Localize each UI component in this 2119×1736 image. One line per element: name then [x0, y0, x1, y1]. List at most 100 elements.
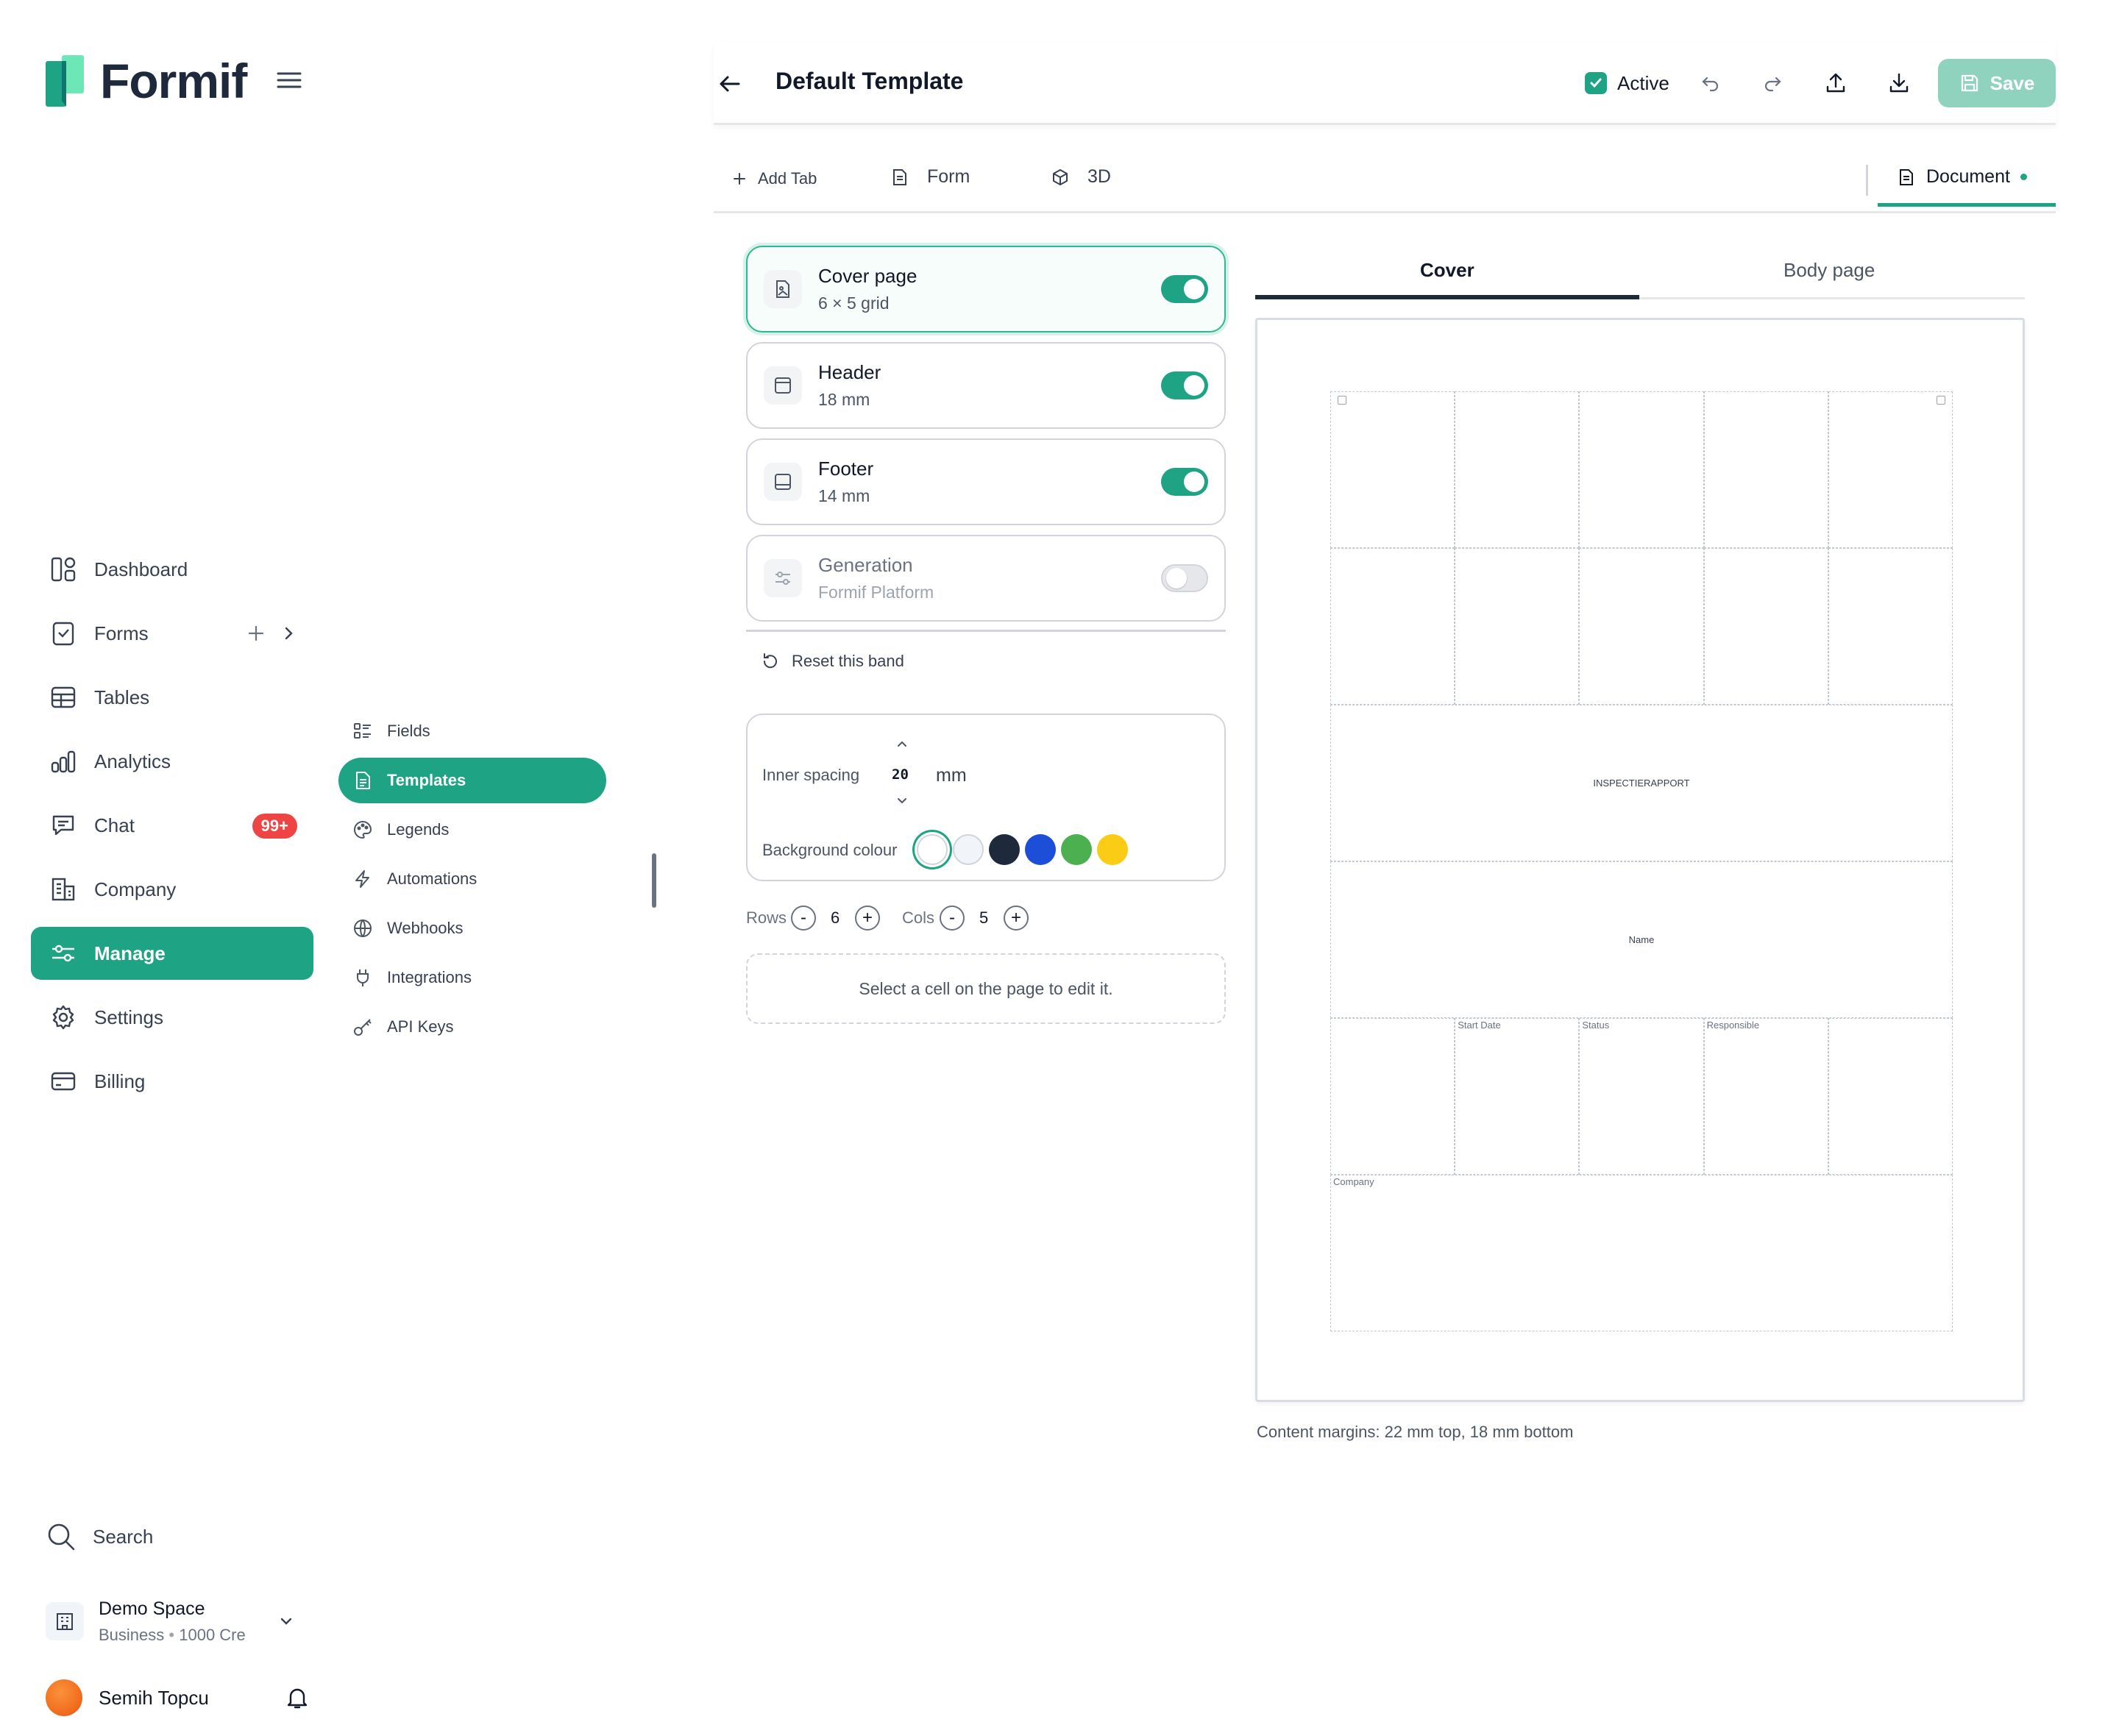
preview-tab-cover[interactable]: Cover [1420, 259, 1474, 281]
chevron-down-icon[interactable] [893, 791, 911, 809]
colour-swatch[interactable] [917, 834, 948, 865]
save-icon [1959, 73, 1980, 93]
generation-toggle[interactable] [1161, 564, 1208, 592]
colour-swatch[interactable] [953, 834, 984, 865]
footer-toggle[interactable] [1161, 468, 1208, 496]
colour-swatch[interactable] [1061, 834, 1092, 865]
arrow-left-icon[interactable] [717, 71, 743, 97]
grid-cell[interactable] [1703, 391, 1828, 548]
band-cover-page[interactable]: Cover page 6 × 5 grid [746, 246, 1226, 332]
avatar [46, 1679, 82, 1716]
cube-icon [1051, 168, 1070, 187]
submenu-item-legends[interactable]: Legends [338, 807, 606, 853]
grid-cell[interactable] [1455, 1018, 1580, 1175]
grid-cell[interactable] [1579, 548, 1704, 705]
undo-icon[interactable] [1697, 69, 1725, 97]
divider [746, 630, 1226, 632]
add-form-icon[interactable] [244, 622, 268, 645]
grid-cell[interactable] [1330, 548, 1455, 705]
cell-edit-hint: Select a cell on the page to edit it. [746, 953, 1226, 1024]
submenu-item-integrations[interactable]: Integrations [338, 955, 606, 1000]
nav-item-settings[interactable]: Settings [31, 991, 313, 1044]
page-title: Default Template [775, 68, 964, 94]
tab-document[interactable]: Document [1897, 166, 2027, 188]
rows-increment-button[interactable]: + [855, 906, 880, 931]
grid-cell[interactable] [1703, 1018, 1828, 1175]
chevron-down-icon[interactable] [277, 1612, 296, 1631]
nav-item-manage[interactable]: Manage [31, 927, 313, 980]
space-switcher[interactable]: Demo Space Business • 1000 Cre [46, 1592, 303, 1651]
nav-item-dashboard[interactable]: Dashboard [31, 543, 313, 596]
grid-cell[interactable] [1828, 391, 1953, 548]
band-footer[interactable]: Footer 14 mm [746, 438, 1226, 525]
grid-cell[interactable] [1828, 548, 1953, 705]
user-profile[interactable]: Semih Topcu [46, 1677, 310, 1718]
save-button[interactable]: Save [1938, 59, 2056, 107]
colour-swatch[interactable] [1025, 834, 1056, 865]
preview-tab-body-page[interactable]: Body page [1783, 259, 1875, 281]
tab-form[interactable]: Form [890, 166, 970, 188]
grid-cell-company[interactable] [1330, 1175, 1953, 1331]
space-name: Demo Space [99, 1598, 205, 1619]
user-name: Semih Topcu [99, 1686, 209, 1709]
cols-increment-button[interactable]: + [1004, 906, 1029, 931]
table-icon [49, 683, 78, 712]
grid-cell[interactable] [1703, 548, 1828, 705]
active-tab-indicator [1878, 203, 2056, 207]
chevron-right-icon[interactable] [277, 622, 300, 645]
colour-swatch[interactable] [1097, 834, 1128, 865]
download-icon[interactable] [1885, 69, 1913, 97]
sidebar-search[interactable]: Search [46, 1521, 153, 1552]
header-toggle[interactable] [1161, 371, 1208, 399]
nav-item-analytics[interactable]: Analytics [31, 735, 313, 788]
grid-cell[interactable] [1579, 1018, 1704, 1175]
image-placeholder-icon [1937, 396, 1945, 405]
grid-cell[interactable] [1455, 391, 1580, 548]
grid-cell[interactable] [1455, 548, 1580, 705]
band-generation[interactable]: Generation Formif Platform [746, 535, 1226, 622]
bell-icon[interactable] [284, 1685, 310, 1711]
chevron-up-icon[interactable] [893, 736, 911, 753]
active-checkbox[interactable] [1585, 72, 1607, 94]
nav-item-company[interactable]: Company [31, 863, 313, 916]
credit-card-icon [49, 1067, 78, 1096]
nav-item-chat[interactable]: Chat 99+ [31, 799, 313, 852]
app-logo[interactable]: Formif [46, 53, 252, 109]
colour-swatch[interactable] [989, 834, 1020, 865]
grid-cell-name[interactable] [1330, 861, 1953, 1018]
nav-item-tables[interactable]: Tables [31, 671, 313, 724]
add-tab-button[interactable]: Add Tab [731, 169, 817, 188]
tab-3d[interactable]: 3D [1051, 166, 1111, 188]
submenu-item-webhooks[interactable]: Webhooks [338, 906, 606, 951]
band-header[interactable]: Header 18 mm [746, 342, 1226, 429]
grid-cell[interactable] [1828, 1018, 1953, 1175]
menu-toggle-icon[interactable] [274, 68, 305, 93]
nav-item-forms[interactable]: Forms [31, 607, 313, 660]
nav-item-billing[interactable]: Billing [31, 1055, 313, 1108]
app-name: Formif [100, 54, 247, 108]
gear-icon [49, 1003, 78, 1032]
submenu-item-fields[interactable]: Fields [338, 708, 606, 754]
submenu-item-templates[interactable]: Templates [338, 758, 606, 803]
formif-logo-icon [46, 55, 90, 107]
cols-decrement-button[interactable]: - [940, 906, 965, 931]
globe-icon [352, 917, 374, 939]
upload-icon[interactable] [1822, 69, 1850, 97]
submenu-item-api-keys[interactable]: API Keys [338, 1004, 606, 1050]
inner-spacing-unit: mm [936, 765, 967, 786]
sliders-icon [49, 939, 78, 968]
editor-topbar [714, 43, 2056, 125]
inner-spacing-input[interactable]: 20 [892, 766, 909, 783]
reset-band-button[interactable]: Reset this band [761, 652, 904, 671]
editor-tab-bar [714, 156, 2056, 213]
redo-icon[interactable] [1758, 69, 1786, 97]
document-icon [1897, 168, 1916, 187]
submenu-item-automations[interactable]: Automations [338, 856, 606, 902]
grid-cell[interactable] [1330, 1018, 1455, 1175]
submenu-scrollbar[interactable] [652, 853, 656, 908]
grid-cell[interactable] [1330, 391, 1455, 548]
grid-cell-title[interactable] [1330, 705, 1953, 861]
rows-decrement-button[interactable]: - [791, 906, 816, 931]
cover-page-toggle[interactable] [1161, 275, 1208, 303]
grid-cell[interactable] [1579, 391, 1704, 548]
